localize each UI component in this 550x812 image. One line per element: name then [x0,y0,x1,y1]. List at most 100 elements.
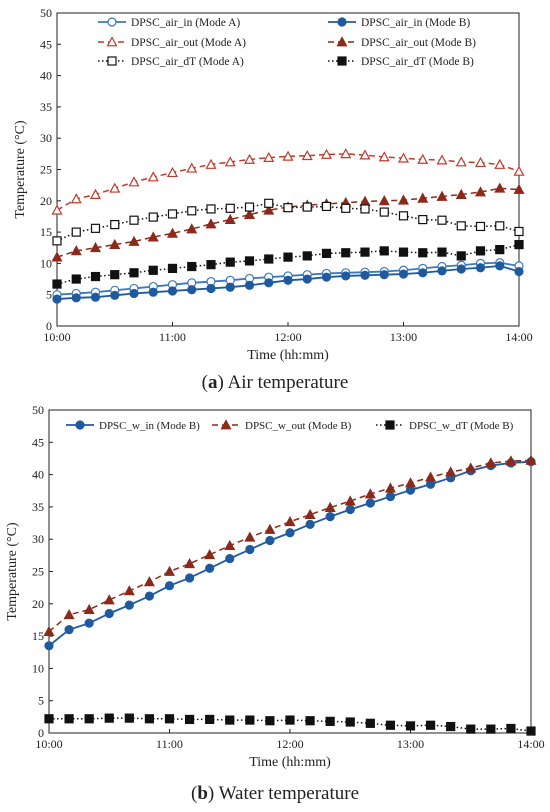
air-data-point [264,278,274,288]
air-data-point [186,223,198,234]
air-series-2 [51,148,525,215]
water-data-point [64,714,74,724]
x-tick-label: 10:00 [35,737,62,751]
legend-label: DPSC_w_in (Mode B) [99,420,200,432]
air-data-point [51,251,63,262]
air-data-point [52,279,62,289]
air-data-point [70,245,82,256]
water-data-point [124,600,134,610]
water-data-point [103,594,115,605]
water-data-point [104,713,114,723]
water-data-point [425,471,437,482]
caption-a-letter: a [207,372,218,393]
air-data-point [301,149,313,161]
air-data-point [474,186,487,197]
legend-marker [336,36,348,47]
water-data-point [384,482,396,493]
water-data-point [285,528,295,538]
air-data-point [456,251,466,261]
air-data-point [321,201,332,212]
air-data-point [89,241,102,253]
y-tick-label: 15 [32,629,44,643]
y-tick-label: 25 [32,565,44,579]
water-data-point [466,724,476,734]
water-data-point [265,716,275,726]
y-tick-label: 50 [32,403,44,417]
water-data-point [264,523,276,534]
water-data-point [365,718,375,728]
air-data-point [167,209,178,219]
water-temperature-chart: 0 5 10 15 20 25 30 35 40 45 50 10:00 11:00 12:00 13:00… [5,403,545,770]
air-data-point [187,261,197,272]
air-data-point [225,203,235,213]
air-data-point [187,285,197,295]
air-data-point [52,236,62,246]
air-data-point [321,248,332,258]
water-data-point [446,721,456,732]
air-data-point [148,212,158,222]
air-data-point [243,153,256,164]
air-data-point [341,248,351,258]
y-tick-label: 0 [46,319,52,333]
water-data-point [506,723,516,734]
air-data-point [263,204,275,215]
y-tick-label: 50 [40,6,52,20]
air-data-point [379,270,389,280]
water-data-point [324,501,336,512]
y-tick-label: 40 [32,468,44,482]
legend-label: DPSC_w_out (Mode B) [245,420,352,432]
water-data-point [64,625,74,635]
x-tick-label: 11:00 [159,330,186,344]
water-series-2 [44,713,536,736]
water-data-point [325,511,335,522]
water-data-point [225,553,235,564]
air-data-point [90,223,101,233]
air-data-point [90,271,101,282]
air-data-point [495,261,505,271]
air-data-point [167,263,178,274]
air-data-point [495,221,505,231]
water-data-point [244,531,256,542]
air-data-point [360,247,370,257]
air-data-point [147,171,159,182]
air-data-point [437,266,447,276]
water-data-point [44,714,54,724]
y-axis-label: Temperature (°C) [5,522,20,621]
air-data-point [455,188,467,199]
water-series-0 [44,457,536,651]
caption-b-letter: b [197,783,208,804]
legend-label: DPSC_air_out (Mode B) [361,37,476,49]
y-tick-label: 25 [40,163,52,177]
water-data-point [385,491,396,502]
water-data-point [204,548,216,560]
air-data-point [129,215,139,225]
air-data-point [206,283,216,294]
water-data-point [164,581,175,591]
air-data-point [397,194,410,205]
air-data-point [302,251,312,261]
water-data-point [124,713,134,723]
water-data-point [144,714,155,724]
legend-marker [107,17,117,27]
legend-marker [337,17,347,27]
air-data-point [205,218,217,229]
water-data-point [344,495,356,506]
air-data-point [437,215,447,225]
air-series-5 [52,240,524,289]
x-axis-label: Time (hh:mm) [249,755,331,770]
caption-a-text: Air temperature [223,372,349,393]
air-data-point [52,294,62,304]
air-data-point [225,257,235,267]
water-data-point [505,455,517,466]
y-tick-label: 45 [40,37,52,51]
water-data-point [143,576,155,587]
water-data-point [525,454,537,465]
x-axis-label: Time (hh:mm) [247,348,329,363]
air-data-point [495,245,505,255]
y-tick-label: 35 [32,500,44,514]
y-tick-label: 40 [40,69,52,83]
air-data-point [110,290,120,300]
water-data-point [445,466,457,477]
y-tick-label: 45 [32,435,44,449]
air-data-point [494,158,506,169]
